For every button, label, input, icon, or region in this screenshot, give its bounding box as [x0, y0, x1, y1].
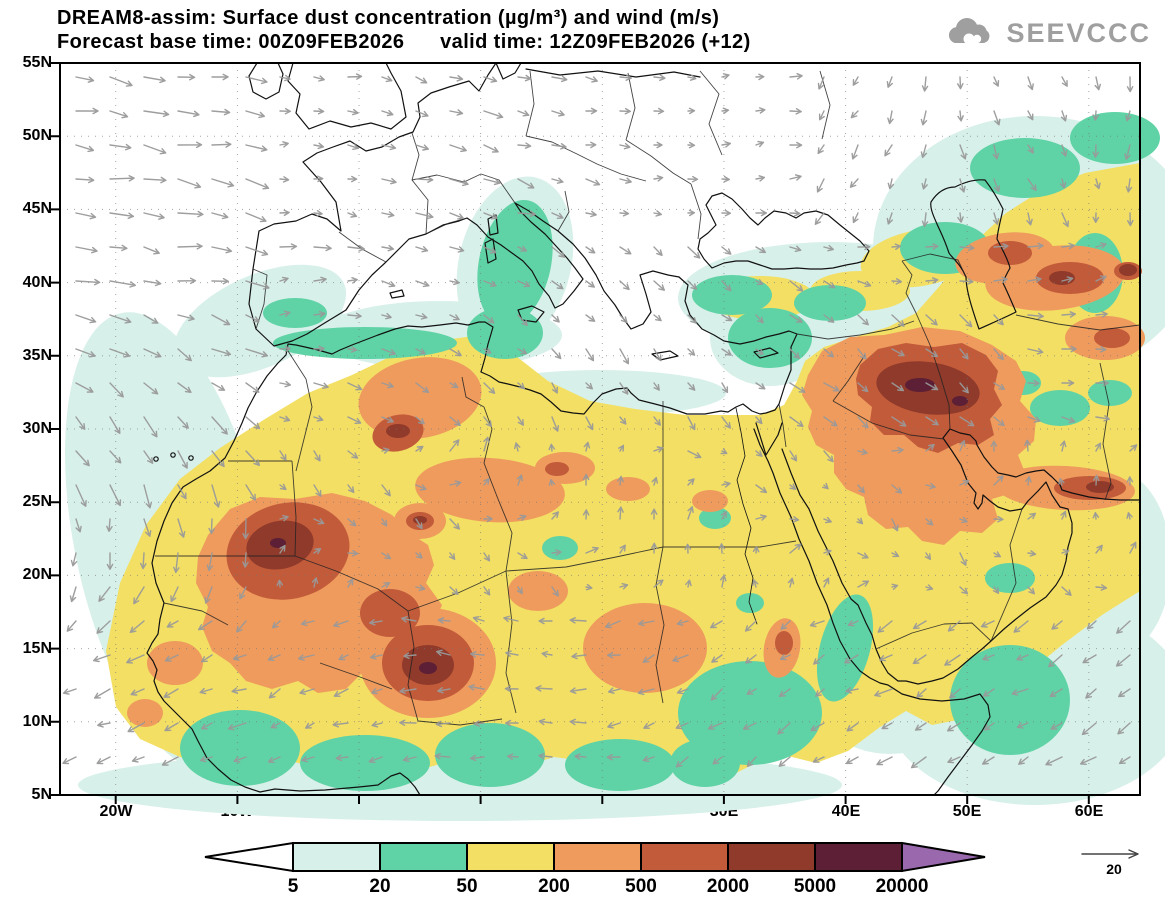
colorbar-segment: [727, 842, 816, 872]
y-tick-label: 35N: [22, 347, 52, 364]
x-tick-label: 60E: [1074, 803, 1104, 820]
wind-reference-arrow: [1076, 844, 1152, 867]
colorbar-segment: [640, 842, 729, 872]
colorbar: [188, 840, 988, 881]
colorbar-segment: [379, 842, 468, 872]
y-tick-label: 25N: [22, 493, 52, 510]
colorbar-label: 5000: [793, 876, 837, 897]
x-tick-label: 50E: [952, 803, 982, 820]
colorbar-label: 50: [456, 876, 478, 897]
seevccc-logo: SEEVCCC: [944, 16, 1151, 50]
map-frame: [51, 62, 1141, 804]
map-svg: [51, 62, 1165, 821]
colorbar-arrow-high: [901, 841, 986, 873]
y-tick-label: 20N: [22, 566, 52, 583]
y-tick-label: 50N: [22, 127, 52, 144]
figure-title: DREAM8-assim: Surface dust concentration…: [57, 7, 720, 29]
colorbar-arrow-low: [204, 841, 294, 873]
x-tick-label: 40E: [831, 803, 861, 820]
coastlines: [146, 62, 1141, 796]
colorbar-label: 20: [369, 876, 391, 897]
wind-reference-label: 20: [1106, 861, 1122, 877]
y-tick-label: 30N: [22, 420, 52, 437]
colorbar-label: 5: [287, 876, 299, 897]
colorbar-segment: [292, 842, 381, 872]
colorbar-label: 2000: [706, 876, 750, 897]
wind-arrows: [62, 73, 1138, 769]
y-tick-label: 10N: [22, 713, 52, 730]
y-tick-label: 40N: [22, 274, 52, 291]
y-tick-label: 55N: [22, 54, 52, 71]
colorbar-label: 200: [538, 876, 570, 897]
colorbar-segment: [553, 842, 642, 872]
colorbar-label: 500: [625, 876, 657, 897]
map-panel: [51, 62, 1165, 821]
dust-shading-level-5000: [270, 378, 968, 674]
y-tick-label: 45N: [22, 200, 52, 217]
figure-subtitle: Forecast base time: 00Z09FEB2026 valid t…: [57, 31, 751, 53]
y-tick-label: 15N: [22, 640, 52, 657]
x-tick-label: 20W: [99, 803, 133, 820]
axis-ticks: [51, 62, 1090, 804]
y-tick-label: 5N: [31, 786, 52, 803]
colorbar-segment: [814, 842, 903, 872]
cloud-icon: [949, 17, 990, 47]
colorbar-label: 20000: [875, 876, 929, 897]
logo-text: SEEVCCC: [1006, 17, 1151, 48]
colorbar-segment: [466, 842, 555, 872]
